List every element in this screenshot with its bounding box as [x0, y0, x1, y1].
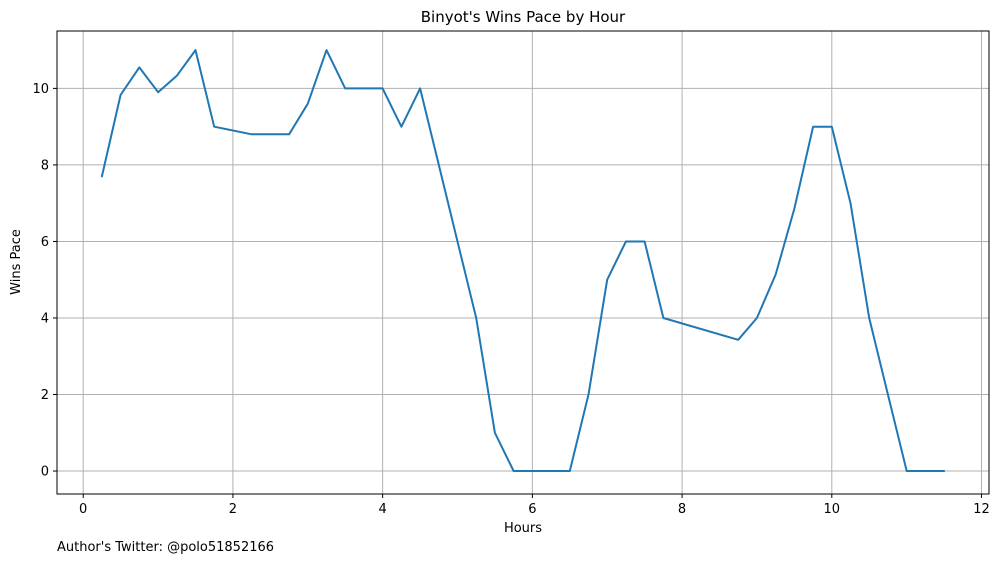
x-axis-label: Hours	[504, 521, 542, 536]
chart-title: Binyot's Wins Pace by Hour	[421, 8, 626, 26]
y-tick-label: 2	[41, 388, 49, 403]
series-layer	[100, 49, 946, 472]
author-footnote: Author's Twitter: @polo51852166	[57, 540, 274, 555]
x-tick-label: 0	[79, 502, 87, 517]
wins-pace-line	[100, 49, 946, 472]
x-tick-label: 8	[678, 502, 686, 517]
y-tick-label: 6	[41, 235, 49, 250]
grid	[57, 31, 989, 494]
x-tick-label: 4	[378, 502, 386, 517]
y-axis-label: Wins Pace	[9, 229, 24, 295]
plot-frame	[56, 30, 990, 495]
axis-ticks: 0 2 4 6 8 10 12 0 2 4 6 8 10	[32, 82, 989, 517]
x-tick-label: 10	[824, 502, 841, 517]
x-tick-label: 12	[973, 502, 990, 517]
y-tick-label: 4	[41, 311, 49, 326]
y-tick-label: 10	[32, 82, 49, 97]
y-tick-label: 8	[41, 158, 49, 173]
y-tick-label: 0	[41, 465, 49, 480]
x-tick-label: 2	[229, 502, 237, 517]
x-tick-label: 6	[528, 502, 536, 517]
